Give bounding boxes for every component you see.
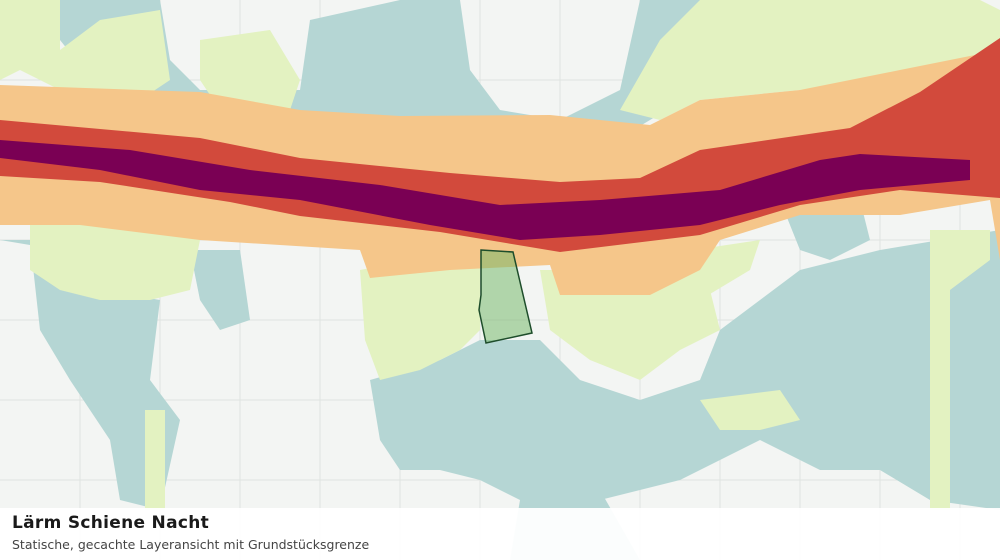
- noise-zone-45: [0, 0, 1000, 510]
- noise-zone-50: [0, 50, 1000, 295]
- noise-zone-60: [0, 140, 970, 240]
- layer-subtitle: Statische, gecachte Layeransicht mit Gru…: [12, 537, 370, 552]
- parcel-boundary: [478, 249, 533, 344]
- caption-panel: Lärm Schiene Nacht Statische, gecachte L…: [0, 508, 1000, 560]
- layer-title: Lärm Schiene Nacht: [12, 513, 210, 533]
